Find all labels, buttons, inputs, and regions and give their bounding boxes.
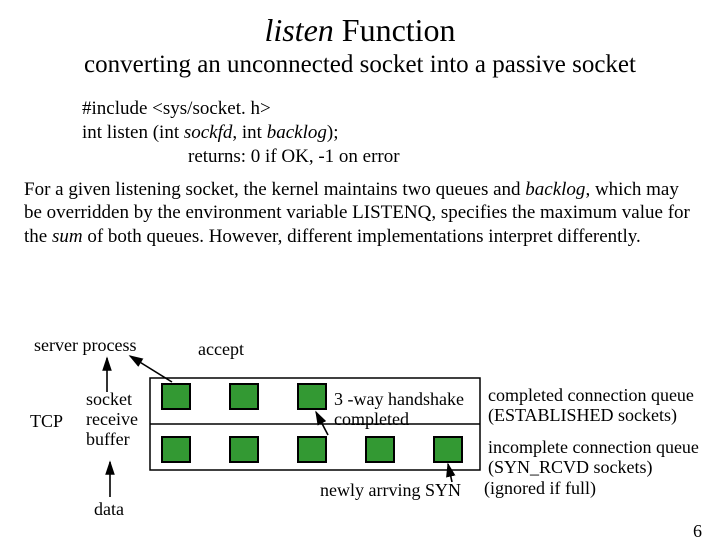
label-ignored: (ignored if full) <box>484 479 596 499</box>
label-data: data <box>94 500 124 520</box>
label-newly-syn: newly arrving SYN <box>320 481 461 501</box>
label-handshake: 3 -way handshake completed <box>334 390 484 430</box>
label-server-process: server process <box>34 336 136 356</box>
code-block: #include <sys/socket. h> int listen (int… <box>82 97 720 168</box>
code-line1: #include <sys/socket. h> <box>82 97 720 121</box>
queue-box <box>230 437 258 462</box>
code-returns: returns: 0 if OK, -1 on error <box>188 145 720 169</box>
queue-box <box>434 437 462 462</box>
label-accept: accept <box>198 340 244 360</box>
queue-box <box>162 437 190 462</box>
queue-box <box>298 384 326 409</box>
label-completed-queue: completed connection queue (ESTABLISHED … <box>488 386 698 426</box>
label-incomplete-queue: incomplete connection queue (SYN_RCVD so… <box>488 438 708 478</box>
queue-box <box>162 384 190 409</box>
queue-box <box>230 384 258 409</box>
title-italic: listen <box>264 12 333 48</box>
label-socket-receive-buffer: socketreceivebuffer <box>86 390 138 449</box>
label-tcp: TCP <box>30 412 63 432</box>
queue-box <box>298 437 326 462</box>
subtitle: converting an unconnected socket into a … <box>0 51 720 79</box>
page-number: 6 <box>693 521 702 542</box>
title-rest: Function <box>334 12 456 48</box>
code-line2: int listen (int sockfd, int backlog); <box>82 121 720 145</box>
page-title: listen Function <box>0 12 720 49</box>
queue-box <box>366 437 394 462</box>
paragraph: For a given listening socket, the kernel… <box>24 178 696 248</box>
diagram: server process accept TCP socketreceiveb… <box>0 332 720 552</box>
